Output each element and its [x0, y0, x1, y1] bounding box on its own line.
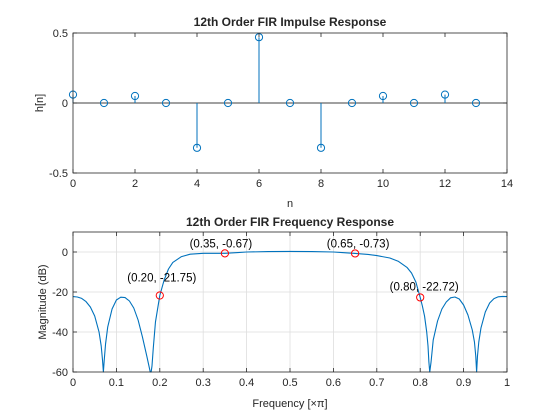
x-tick-label: 10	[377, 178, 389, 190]
annotation-label: (0.20, -21.75)	[127, 273, 196, 285]
stem-marker	[440, 90, 450, 99]
stem-marker	[192, 143, 202, 152]
annotation-marker	[416, 293, 425, 302]
y-tick-label: 0	[62, 247, 68, 259]
x-tick-label: 6	[256, 178, 262, 190]
annotation-marker	[351, 249, 360, 258]
stem-marker	[378, 91, 388, 101]
stem-marker	[161, 98, 171, 108]
magnitude-response-line	[72, 250, 508, 373]
stem-marker	[285, 98, 295, 108]
x-tick-label: 2	[132, 178, 138, 190]
y-tick-label: 0.5	[53, 28, 68, 40]
stem-marker	[347, 98, 357, 108]
stem-marker	[409, 98, 419, 108]
impulse-response-ylabel: h[n]	[34, 94, 46, 112]
frequency-response-ticks: 0 0.1 0.2 0.3 0.4 0.5 0.6 0.7 0.8 0.9 1 -60 -40 -20 0	[52, 232, 510, 389]
y-tick-label: -20	[52, 287, 68, 299]
stem-marker	[99, 98, 109, 108]
x-tick-label: 0.7	[369, 377, 384, 389]
x-tick-label: 0.2	[152, 377, 167, 389]
x-tick-label: 14	[501, 178, 513, 190]
annotation-label: (0.35, -0.67)	[190, 238, 253, 250]
x-tick-label: 12	[439, 178, 451, 190]
y-tick-label: 0	[62, 98, 68, 110]
stem-marker	[223, 98, 233, 108]
frequency-response-axes: 12th Order FIR Frequency Response Freque…	[37, 215, 510, 410]
annotation-label: (0.65, -0.73)	[327, 238, 390, 250]
annotation-marker	[220, 249, 229, 258]
frequency-response-marks: (0.20, -21.75) (0.35, -0.67) (0.65, -0.73)…	[72, 238, 508, 373]
impulse-response-title: 12th Order FIR Impulse Response	[194, 15, 387, 29]
y-tick-label: -0.5	[49, 168, 68, 180]
x-tick-label: 0.8	[413, 377, 428, 389]
stem-marker	[471, 98, 481, 108]
frequency-response-ylabel: Magnitude (dB)	[37, 264, 49, 339]
impulse-response-ticks: 0 2 4 6 8 10 12 14-0.500.5	[49, 28, 513, 190]
annotation-marker	[155, 291, 164, 300]
x-tick-label: 1	[504, 377, 510, 389]
x-tick-label: 0.3	[196, 377, 211, 389]
stem-marker	[316, 143, 326, 152]
x-tick-label: 8	[318, 178, 324, 190]
stem-marker	[130, 91, 140, 101]
frequency-response-title: 12th Order FIR Frequency Response	[186, 215, 394, 229]
x-tick-label: 0	[70, 178, 76, 190]
impulse-response-marks	[68, 33, 507, 152]
x-tick-label: 0	[70, 377, 76, 389]
x-tick-label: 0.9	[456, 377, 471, 389]
impulse-response-axes: 12th Order FIR Impulse Response n h[n] 0…	[34, 15, 513, 210]
x-tick-label: 0.6	[326, 377, 341, 389]
y-tick-label: -40	[52, 327, 68, 339]
y-tick-label: -60	[52, 367, 68, 379]
x-tick-label: 0.1	[109, 377, 124, 389]
x-tick-label: 4	[194, 178, 200, 190]
impulse-response-xlabel: n	[287, 198, 293, 210]
annotation-label: (0.80, -22.72)	[390, 281, 459, 293]
frequency-response-xlabel: Frequency [×π]	[252, 398, 327, 410]
x-tick-label: 0.5	[282, 377, 297, 389]
x-tick-label: 0.4	[239, 377, 254, 389]
